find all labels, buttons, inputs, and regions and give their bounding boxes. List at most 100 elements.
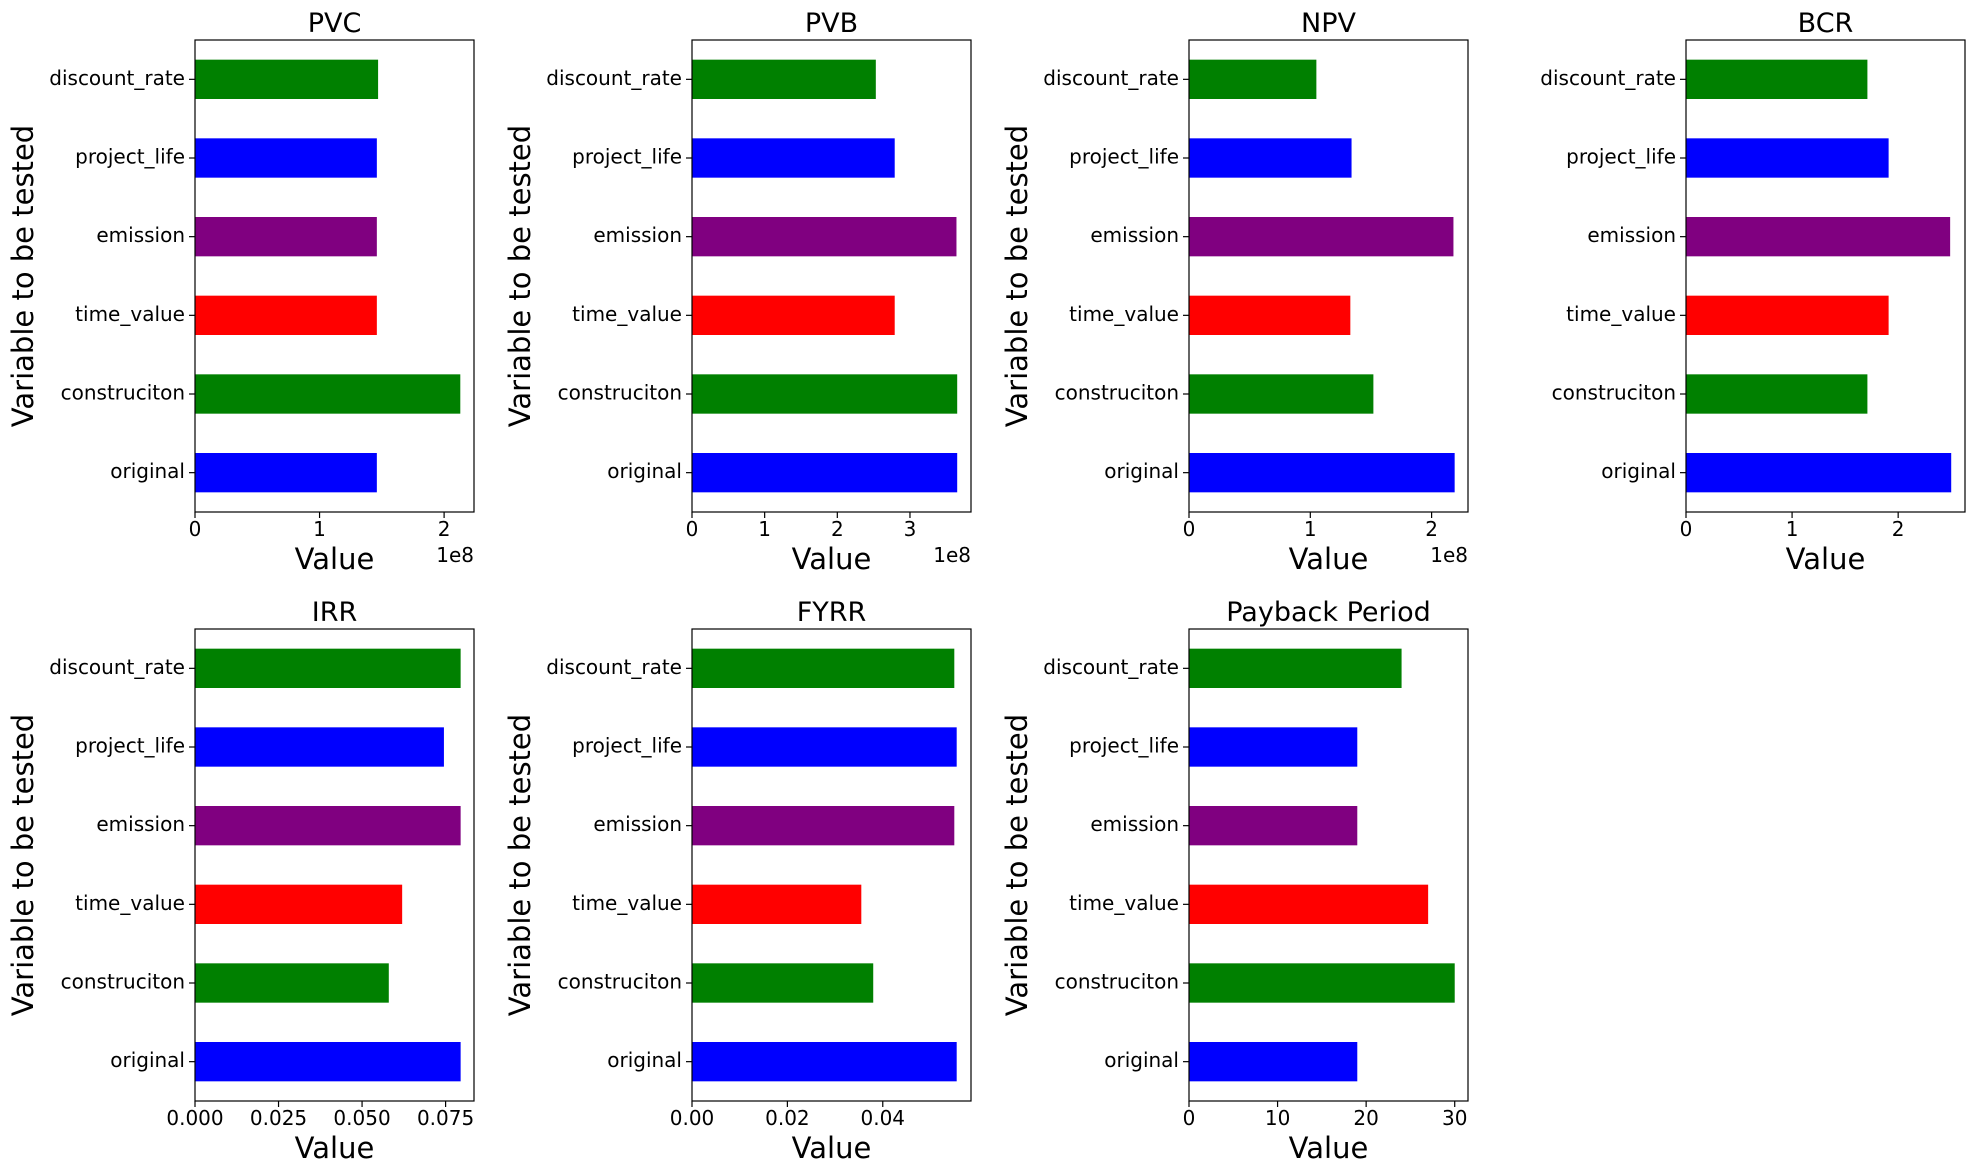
y-tick-label: discount_rate (1043, 655, 1179, 679)
y-tick-label: discount_rate (49, 655, 185, 679)
subplot-title: BCR (1798, 8, 1854, 39)
axes-frame (1685, 39, 1966, 513)
y-tick-label: discount_rate (49, 66, 185, 90)
x-axis-label: Value (295, 542, 375, 576)
bar-original (692, 1042, 957, 1082)
subplot-title: PVC (308, 8, 362, 39)
y-tick-label: time_value (1069, 891, 1179, 915)
bar-time_value (1686, 295, 1889, 335)
x-tick-label: 0.00 (670, 1106, 715, 1130)
bar-project_life (1686, 138, 1889, 178)
subplot-title: IRR (312, 597, 357, 628)
y-tick-label: original (1601, 459, 1676, 483)
bar-discount_rate (195, 59, 379, 99)
bar-construciton (692, 374, 958, 414)
y-axis-label: Variable to be tested (1000, 125, 1034, 427)
x-tick-label: 0 (189, 517, 202, 541)
y-tick-label: discount_rate (546, 66, 682, 90)
y-tick-label: project_life (1069, 734, 1179, 758)
x-tick-label: 0.000 (166, 1106, 223, 1130)
y-axis-label: Variable to be tested (6, 714, 40, 1016)
y-tick-label: project_life (572, 145, 682, 169)
bar-original (1189, 453, 1455, 493)
y-tick-label: emission (1587, 223, 1676, 247)
subplot-payback-period: original construciton time_value emission pr… (1000, 597, 1469, 1165)
bar-construciton (195, 374, 461, 414)
y-axis-label: Variable to be tested (1000, 714, 1034, 1016)
y-tick-label: time_value (1566, 302, 1676, 326)
x-offset-text: 1e8 (436, 543, 474, 567)
y-tick-label: discount_rate (1540, 66, 1676, 90)
x-tick-label: 1 (1786, 517, 1799, 541)
bar-original (1189, 1042, 1358, 1082)
bar-emission (1189, 217, 1454, 257)
axes-frame (1188, 628, 1469, 1102)
subplot-irr: original construciton time_value emission pr… (6, 597, 475, 1165)
y-tick-label: time_value (75, 302, 185, 326)
bar-discount_rate (195, 648, 461, 688)
x-tick-label: 0.075 (417, 1106, 474, 1130)
y-tick-label: project_life (1069, 145, 1179, 169)
y-tick-label: construciton (558, 381, 682, 405)
y-tick-label: construciton (1055, 381, 1179, 405)
x-tick-label: 0.02 (765, 1106, 810, 1130)
y-tick-label: emission (1090, 812, 1179, 836)
bar-project_life (692, 138, 895, 178)
x-tick-label: 1 (313, 517, 326, 541)
y-tick-label: original (607, 1048, 682, 1072)
y-tick-label: construciton (1552, 381, 1676, 405)
bar-construciton (1686, 374, 1868, 414)
x-tick-label: 20 (1353, 1106, 1378, 1130)
y-tick-label: project_life (572, 734, 682, 758)
bar-project_life (692, 727, 957, 767)
y-tick-label: emission (593, 223, 682, 247)
axes-frame (691, 39, 972, 513)
bar-original (692, 453, 958, 493)
x-tick-label: 3 (904, 517, 917, 541)
y-tick-label: project_life (1566, 145, 1676, 169)
x-tick-label: 0.04 (861, 1106, 906, 1130)
axes-frame (1188, 39, 1469, 513)
subplot-fyrr: original construciton time_value emission pr… (503, 597, 972, 1165)
y-tick-label: original (110, 459, 185, 483)
bar-time_value (1189, 295, 1351, 335)
y-tick-label: emission (593, 812, 682, 836)
bar-discount_rate (1686, 59, 1868, 99)
bar-emission (195, 806, 461, 846)
x-tick-label: 1 (758, 517, 771, 541)
subplot-bcr: original construciton time_value emission pr… (1540, 8, 1966, 576)
x-tick-label: 1 (1304, 517, 1317, 541)
x-axis-label: Value (1289, 542, 1369, 576)
x-tick-label: 2 (1425, 517, 1438, 541)
y-axis-label: Variable to be tested (503, 125, 537, 427)
x-tick-label: 10 (1265, 1106, 1290, 1130)
x-offset-text: 1e8 (933, 543, 971, 567)
y-tick-label: construciton (61, 970, 185, 994)
y-tick-label: emission (96, 223, 185, 247)
bar-discount_rate (1189, 59, 1317, 99)
subplot-npv: original construciton time_value emission pr… (1000, 8, 1469, 576)
y-tick-label: project_life (75, 734, 185, 758)
bar-emission (692, 806, 955, 846)
y-tick-label: time_value (572, 891, 682, 915)
x-axis-label: Value (1786, 542, 1866, 576)
bar-time_value (692, 295, 895, 335)
x-tick-label: 30 (1442, 1106, 1467, 1130)
bar-emission (692, 217, 957, 257)
x-tick-label: 0 (1183, 517, 1196, 541)
y-tick-label: original (110, 1048, 185, 1072)
x-axis-label: Value (792, 1131, 872, 1165)
x-tick-label: 2 (831, 517, 844, 541)
bar-discount_rate (692, 59, 876, 99)
subplot-title: FYRR (797, 597, 867, 628)
subplot-title: Payback Period (1226, 597, 1431, 628)
y-tick-label: discount_rate (546, 655, 682, 679)
x-axis-label: Value (1289, 1131, 1369, 1165)
y-axis-label: Variable to be tested (6, 125, 40, 427)
y-tick-label: original (1104, 459, 1179, 483)
bar-original (195, 453, 377, 493)
bar-original (1686, 453, 1952, 493)
x-tick-label: 0 (686, 517, 699, 541)
x-offset-text: 1e8 (1430, 543, 1468, 567)
